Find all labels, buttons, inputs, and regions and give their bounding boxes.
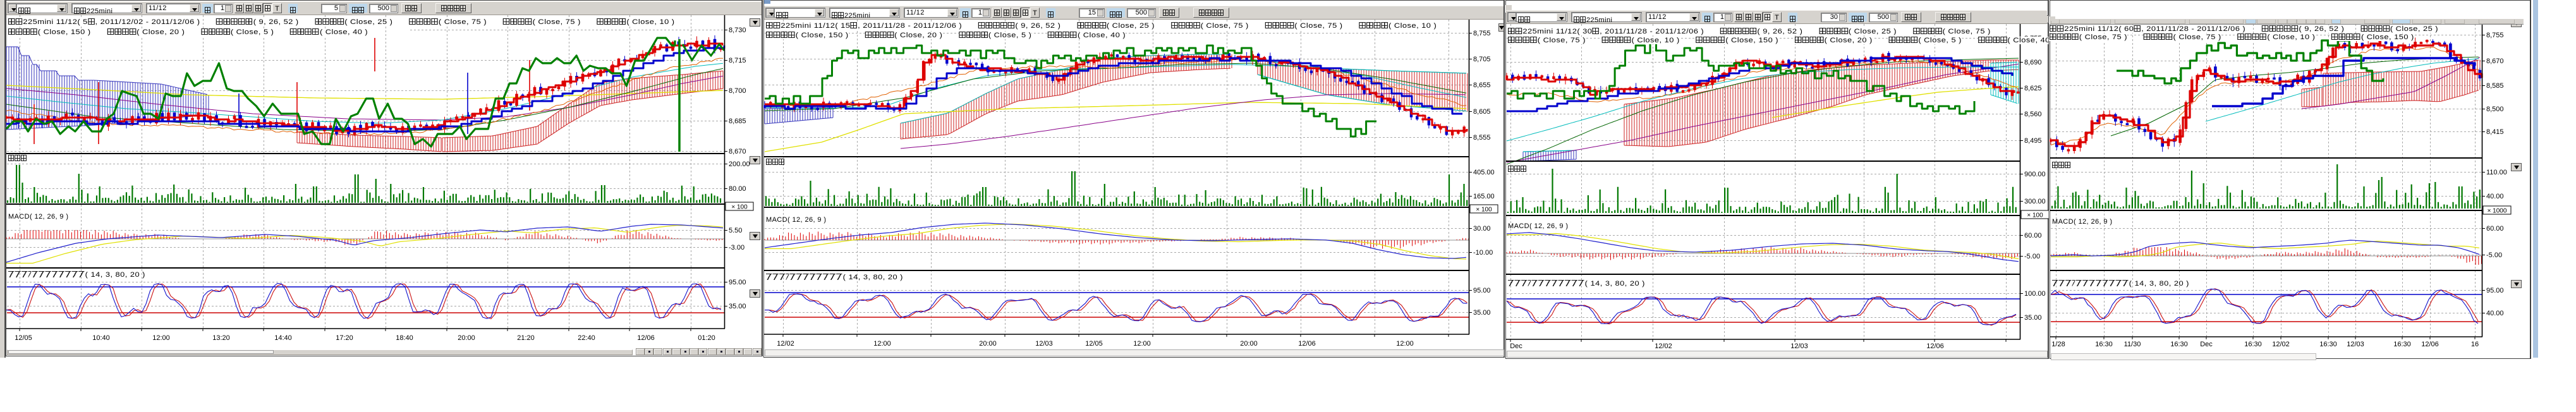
svg-text:12:00: 12:00 <box>1396 340 1414 348</box>
svg-text:8,730: 8,730 <box>729 27 746 34</box>
svg-text:40.00: 40.00 <box>2486 310 2504 317</box>
svg-text:1/28: 1/28 <box>2051 341 2065 348</box>
svg-text:12/02: 12/02 <box>1655 342 1672 350</box>
svg-text:-3.00: -3.00 <box>729 244 744 251</box>
svg-text:30.00: 30.00 <box>1473 225 1491 233</box>
svg-text:8,690: 8,690 <box>2024 59 2042 66</box>
svg-text:01:20: 01:20 <box>698 334 715 342</box>
svg-text:8,585: 8,585 <box>2486 82 2504 90</box>
svg-text:40.00: 40.00 <box>2486 193 2504 200</box>
svg-text:12/02: 12/02 <box>777 340 794 348</box>
svg-text:× 100: × 100 <box>2027 212 2043 219</box>
svg-text:8,560: 8,560 <box>2024 111 2042 118</box>
svg-text:8,755: 8,755 <box>1473 30 1491 37</box>
svg-text:20:00: 20:00 <box>1240 340 1258 348</box>
svg-text:17:20: 17:20 <box>336 334 353 342</box>
svg-text:8,555: 8,555 <box>1473 134 1491 142</box>
svg-text:-5.00: -5.00 <box>2486 251 2502 259</box>
svg-text:12:00: 12:00 <box>152 334 170 342</box>
svg-text:35.00: 35.00 <box>2024 314 2042 322</box>
svg-text:18:40: 18:40 <box>396 334 413 342</box>
svg-text:12/03: 12/03 <box>2347 341 2364 348</box>
svg-text:16:30: 16:30 <box>2319 341 2337 348</box>
svg-text:110.00: 110.00 <box>2486 169 2507 176</box>
svg-text:60.00: 60.00 <box>2486 225 2504 233</box>
svg-text:8,700: 8,700 <box>729 87 746 95</box>
svg-text:8,705: 8,705 <box>1473 56 1491 63</box>
svg-text:12/06: 12/06 <box>637 334 655 342</box>
svg-text:8,415: 8,415 <box>2486 128 2504 136</box>
svg-text:95.00: 95.00 <box>729 279 746 286</box>
svg-text:16:30: 16:30 <box>2095 341 2113 348</box>
svg-text:405.00: 405.00 <box>1473 169 1495 176</box>
svg-text:20:00: 20:00 <box>458 334 475 342</box>
svg-text:8,605: 8,605 <box>1473 108 1491 116</box>
svg-text:13:20: 13:20 <box>212 334 230 342</box>
svg-text:Dec: Dec <box>2200 341 2213 348</box>
svg-text:8,500: 8,500 <box>2486 106 2504 113</box>
svg-text:35.00: 35.00 <box>1473 309 1491 317</box>
svg-text:200.00: 200.00 <box>729 161 750 168</box>
svg-text:8,715: 8,715 <box>729 57 746 64</box>
svg-text:-5.00: -5.00 <box>2024 253 2040 260</box>
svg-text:12:00: 12:00 <box>873 340 891 348</box>
svg-text:35.00: 35.00 <box>729 303 746 310</box>
svg-text:11/30: 11/30 <box>2124 341 2141 348</box>
svg-text:900.00: 900.00 <box>2024 171 2046 178</box>
svg-text:95.00: 95.00 <box>1473 287 1491 294</box>
svg-text:12/06: 12/06 <box>1298 340 1316 348</box>
svg-text:16:30: 16:30 <box>2393 341 2411 348</box>
svg-text:12/06: 12/06 <box>1926 342 1944 350</box>
svg-text:12/05: 12/05 <box>15 334 32 342</box>
svg-text:× 1000: × 1000 <box>2488 208 2507 215</box>
svg-text:8,685: 8,685 <box>729 118 746 125</box>
svg-text:12/03: 12/03 <box>1790 342 1808 350</box>
svg-text:× 100: × 100 <box>731 204 748 211</box>
svg-text:14:40: 14:40 <box>274 334 292 342</box>
svg-text:12/06: 12/06 <box>2421 341 2439 348</box>
svg-text:21:20: 21:20 <box>517 334 535 342</box>
svg-text:8,495: 8,495 <box>2024 137 2042 145</box>
svg-text:12/02: 12/02 <box>2272 341 2290 348</box>
svg-text:12/03: 12/03 <box>1035 340 1053 348</box>
svg-text:16: 16 <box>2471 341 2479 348</box>
svg-text:8,670: 8,670 <box>2486 58 2504 65</box>
svg-text:12/05: 12/05 <box>1085 340 1103 348</box>
svg-text:8,655: 8,655 <box>1473 82 1491 89</box>
svg-text:8,670: 8,670 <box>729 148 746 155</box>
svg-text:22:40: 22:40 <box>578 334 595 342</box>
svg-text:100.00: 100.00 <box>2024 290 2046 298</box>
svg-text:16:30: 16:30 <box>2170 341 2188 348</box>
svg-text:8,625: 8,625 <box>2024 85 2042 92</box>
svg-text:10:40: 10:40 <box>92 334 110 342</box>
svg-text:8,755: 8,755 <box>2486 32 2504 39</box>
svg-text:5.50: 5.50 <box>729 227 742 234</box>
svg-text:-10.00: -10.00 <box>1473 249 1493 257</box>
svg-text:Dec: Dec <box>1510 342 1522 350</box>
svg-text:× 100: × 100 <box>1476 207 1492 214</box>
svg-text:16:30: 16:30 <box>2244 341 2262 348</box>
svg-text:80.00: 80.00 <box>729 185 746 193</box>
svg-text:20:00: 20:00 <box>979 340 997 348</box>
svg-text:95.00: 95.00 <box>2486 287 2504 294</box>
svg-text:12:00: 12:00 <box>1133 340 1151 348</box>
svg-text:300.00: 300.00 <box>2024 198 2046 205</box>
svg-text:60.00: 60.00 <box>2024 232 2042 239</box>
svg-text:165.00: 165.00 <box>1473 193 1495 200</box>
